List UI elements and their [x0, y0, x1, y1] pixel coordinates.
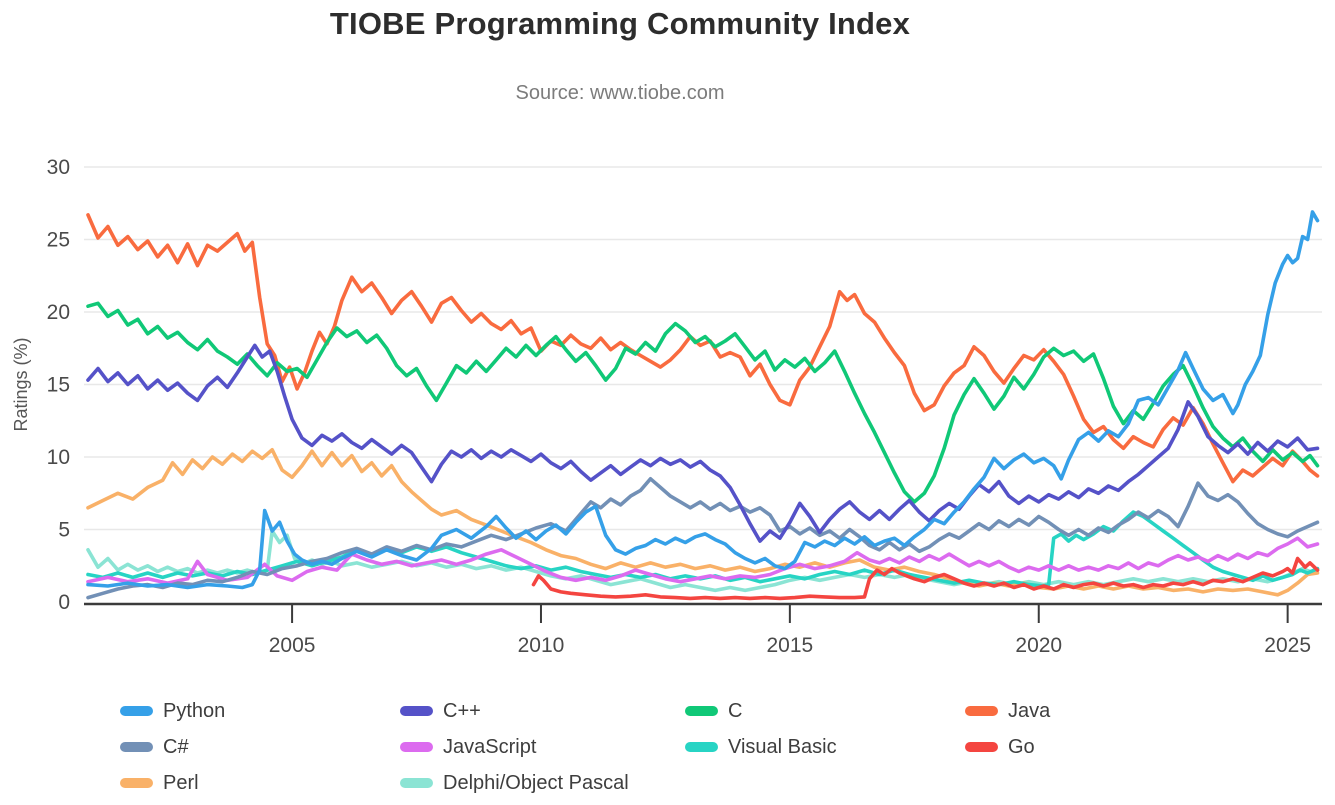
- chart-subtitle: Source: www.tiobe.com: [515, 82, 725, 104]
- series-line-delphi-object-pascal: [86, 529, 1320, 593]
- series-line-python: [86, 210, 1320, 590]
- legend-column: Python C# Perl: [120, 693, 225, 801]
- legend-swatch-c: [685, 706, 718, 716]
- legend-item-perl[interactable]: Perl: [120, 765, 225, 801]
- legend-item-c[interactable]: C: [685, 693, 837, 729]
- legend-swatch-perl: [120, 778, 153, 788]
- legend-label-go: Go: [1008, 735, 1035, 758]
- x-tick-label: 2015: [767, 634, 814, 657]
- legend-item-go[interactable]: Go: [965, 729, 1050, 765]
- legend-column: C Visual Basic: [685, 693, 837, 765]
- series-line-java: [86, 213, 1320, 484]
- legend-item-python[interactable]: Python: [120, 693, 225, 729]
- legend-column: C++ JavaScript Delphi/Object Pascal: [400, 693, 629, 801]
- x-tick-label: 2025: [1264, 634, 1311, 657]
- legend-item-javascript[interactable]: JavaScript: [400, 729, 629, 765]
- series-line-javascript: [86, 536, 1320, 585]
- legend-item-java[interactable]: Java: [965, 693, 1050, 729]
- y-tick-label: 25: [47, 229, 70, 252]
- page-title: TIOBE Programming Community Index: [329, 6, 911, 41]
- legend-swatch-python: [120, 706, 153, 716]
- legend-swatch-delphi-object-pascal: [400, 778, 433, 788]
- y-tick-label: 10: [47, 446, 70, 469]
- legend-swatch-c-: [400, 706, 433, 716]
- legend-item-visual-basic[interactable]: Visual Basic: [685, 729, 837, 765]
- y-tick-label: 30: [47, 156, 70, 179]
- legend-swatch-javascript: [400, 742, 433, 752]
- legend-label-java: Java: [1008, 699, 1051, 722]
- legend-label-delphi-object-pascal: Delphi/Object Pascal: [443, 771, 629, 794]
- legend-column: Java Go: [965, 693, 1050, 765]
- y-axis-title: Ratings (%): [11, 337, 31, 431]
- legend-label-python: Python: [163, 699, 226, 722]
- x-tick-label: 2010: [518, 634, 565, 657]
- series-line-perl: [86, 448, 1320, 597]
- legend-label-c-: C++: [443, 699, 481, 722]
- legend-swatch-java: [965, 706, 998, 716]
- legend-label-c-: C#: [163, 735, 189, 758]
- series-line-c-: [86, 343, 1320, 543]
- legend-item-c-[interactable]: C#: [120, 729, 225, 765]
- legend-label-perl: Perl: [163, 771, 199, 794]
- series-line-visual-basic: [86, 510, 1320, 588]
- y-tick-label: 5: [58, 519, 70, 542]
- legend-label-javascript: JavaScript: [443, 735, 537, 758]
- y-tick-label: 15: [47, 374, 70, 397]
- y-tick-label: 20: [47, 301, 70, 324]
- legend-label-c: C: [728, 699, 743, 722]
- chart-legend: Python C# Perl C++ JavaScript Delphi/Object P…: [0, 693, 1335, 805]
- legend-swatch-c-: [120, 742, 153, 752]
- legend-item-delphi-object-pascal[interactable]: Delphi/Object Pascal: [400, 765, 629, 801]
- chart-canvas: 2005 2010 2015 2020 2025051015202530Ratings …: [11, 156, 1322, 657]
- x-tick-label: 2005: [269, 634, 316, 657]
- legend-label-visual-basic: Visual Basic: [728, 735, 837, 758]
- legend-swatch-visual-basic: [685, 742, 718, 752]
- y-tick-label: 0: [58, 591, 70, 614]
- series-line-c: [86, 301, 1320, 504]
- legend-item-c-[interactable]: C++: [400, 693, 629, 729]
- x-tick-label: 2020: [1015, 634, 1062, 657]
- series-line-go: [531, 556, 1320, 601]
- legend-swatch-go: [965, 742, 998, 752]
